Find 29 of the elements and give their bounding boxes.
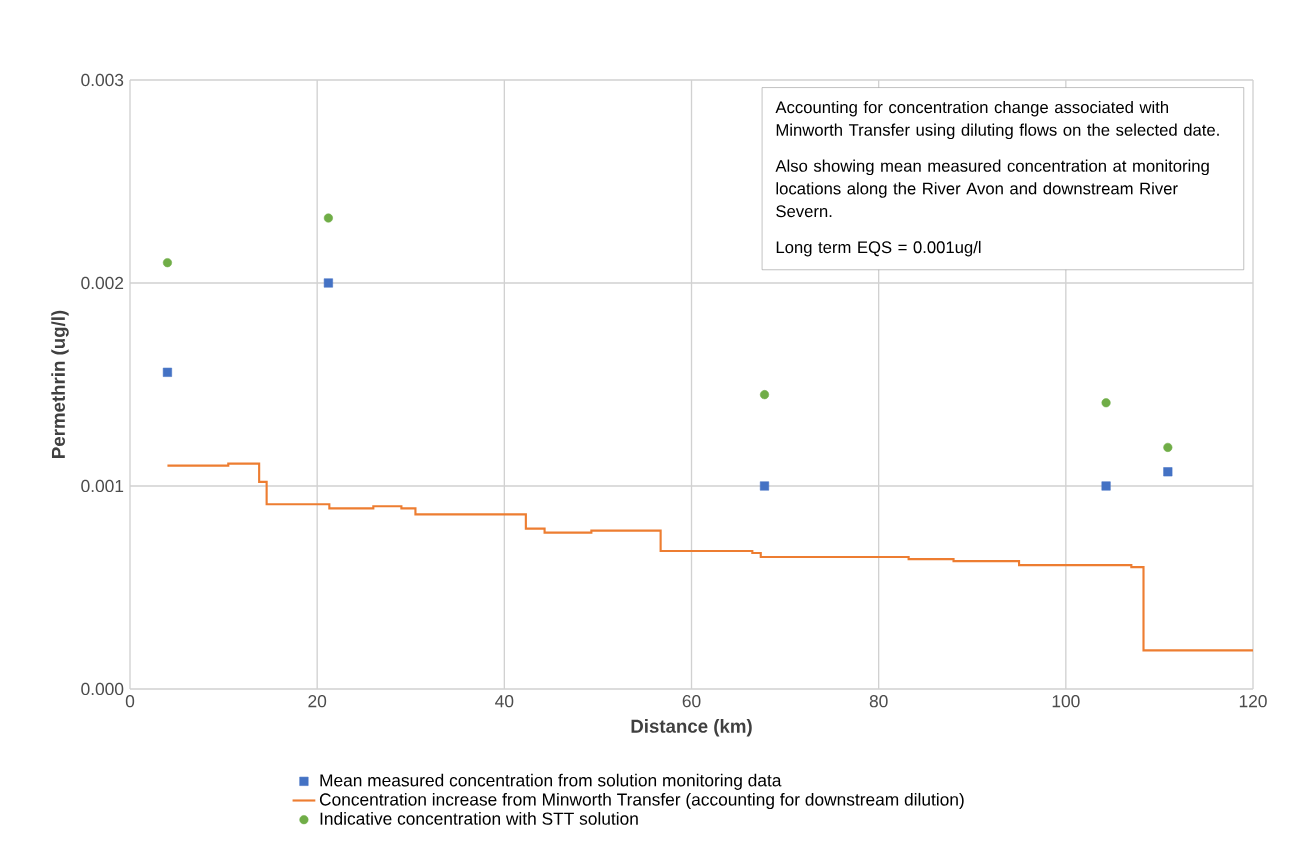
point (1101, 481, 1111, 491)
point (162, 258, 172, 268)
y-tick-label: 0.000 (81, 682, 124, 696)
annotation: Accounting for concentration change associated with Minworth Transfer using diluting flows on the selected date. (775, 100, 1219, 140)
point (162, 367, 172, 377)
x-tick-label: 60 (682, 695, 701, 708)
y-tick-label: 0.003 (81, 73, 124, 87)
point (759, 390, 770, 400)
x-tick-label: 0 (125, 695, 135, 708)
legend-label: Concentration increase from Minworth Transfer (accounting for downstream dilution) (319, 792, 964, 810)
x-tick-label: 100 (1052, 695, 1080, 708)
x-tick-label: 40 (495, 695, 514, 708)
point (759, 481, 770, 491)
x-tick-label: 120 (1239, 695, 1267, 708)
point (323, 278, 333, 288)
point (1101, 398, 1111, 408)
y-axis-title: Permethrin (ug/l) (51, 310, 69, 458)
y-tick-label: 0.002 (81, 276, 124, 290)
x-tick-label: 80 (869, 695, 888, 708)
legend-label: Mean measured concentration from solution monitoring data (320, 773, 782, 790)
annotation: Long term EQS = 0.001ug/l (776, 240, 981, 257)
point (1163, 467, 1173, 477)
y-tick-label: 0.001 (81, 479, 124, 493)
x-tick-label: 20 (308, 695, 327, 708)
x-axis-title: Distance (km) (631, 719, 752, 737)
legend-label: Indicative concentration with STT solution (320, 812, 638, 825)
point (1163, 442, 1173, 452)
point (323, 213, 333, 223)
annotation: Also showing mean measured concentration at monitoring locations along the River Avon and downstream River Severn. (775, 159, 1209, 218)
